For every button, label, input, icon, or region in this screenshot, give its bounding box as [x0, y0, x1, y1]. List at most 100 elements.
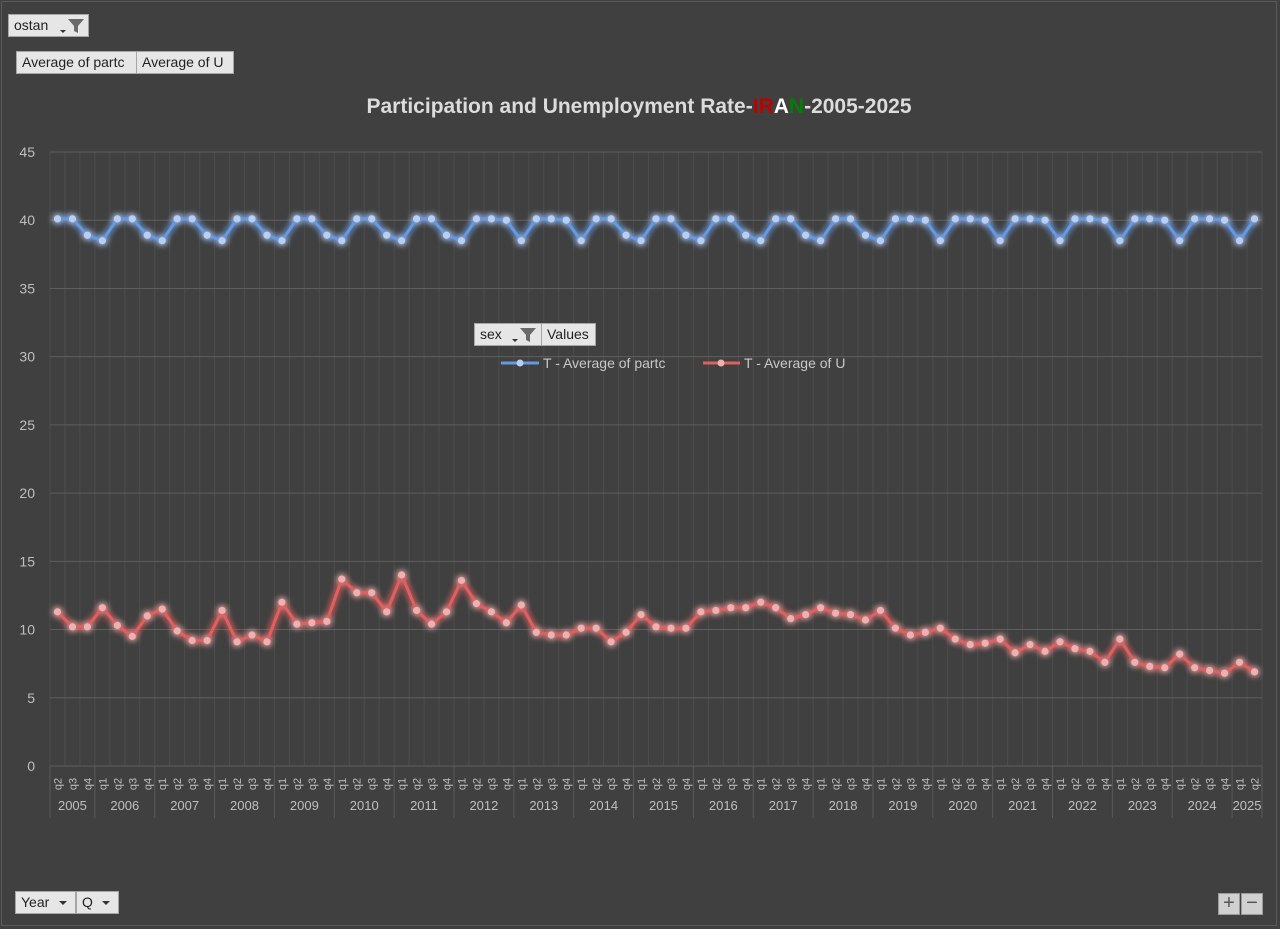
- data-point-partc: [143, 231, 151, 239]
- data-point-partc: [981, 216, 989, 224]
- title-part-years: -2005-2025: [804, 95, 912, 118]
- x-tick-year: 2017: [769, 798, 798, 813]
- data-point-u: [637, 610, 645, 619]
- data-point-u: [502, 619, 510, 627]
- data-point-partc: [667, 215, 675, 223]
- x-tick-quarter: q1: [516, 778, 528, 790]
- data-point-partc: [113, 215, 121, 223]
- data-point-partc: [682, 231, 690, 239]
- y-tick-label: 20: [19, 485, 35, 501]
- data-point-u: [263, 638, 271, 646]
- legend-u-label: T - Average of U: [744, 355, 845, 371]
- collapse-button[interactable]: −: [1241, 893, 1263, 915]
- data-point-u: [1220, 669, 1229, 677]
- x-tick-quarter: q1: [756, 778, 768, 790]
- ostan-filter-button[interactable]: ostan: [8, 14, 89, 37]
- x-tick-year: 2022: [1068, 798, 1097, 813]
- x-tick-quarter: q2: [471, 778, 483, 790]
- x-tick-quarter: q3: [726, 778, 738, 790]
- data-point-partc: [816, 237, 825, 245]
- data-point-u: [1176, 650, 1184, 658]
- data-point-u: [398, 571, 406, 579]
- series-u: [53, 571, 1259, 677]
- data-point-u: [517, 601, 525, 609]
- x-tick-quarter: q2: [711, 778, 723, 790]
- data-point-u: [338, 575, 346, 583]
- values-legend-label: Values: [547, 326, 589, 342]
- data-point-partc: [487, 215, 496, 223]
- x-tick-quarter: q3: [247, 778, 259, 790]
- data-point-u: [981, 639, 989, 647]
- x-tick-quarter: q3: [905, 778, 917, 790]
- x-tick-quarter: q3: [486, 778, 498, 790]
- x-tick-year: 2013: [529, 798, 558, 813]
- data-point-partc: [1250, 215, 1259, 223]
- filter-icon: [520, 328, 536, 342]
- data-point-u: [383, 608, 391, 616]
- x-tick-quarter: q2: [172, 778, 184, 790]
- x-tick-quarter: q4: [442, 778, 454, 790]
- data-point-u: [1056, 638, 1064, 646]
- legend-u-marker: [717, 359, 725, 367]
- data-point-u: [203, 636, 211, 645]
- dropdown-arrow-icon: [59, 901, 68, 906]
- x-tick-quarter: q1: [636, 778, 648, 790]
- data-point-partc: [1176, 237, 1184, 245]
- data-point-u: [113, 621, 121, 630]
- x-tick-quarter: q3: [367, 778, 379, 790]
- data-point-partc: [846, 215, 855, 223]
- data-point-u: [1086, 647, 1094, 655]
- data-point-partc: [1191, 215, 1199, 223]
- values-field-partc[interactable]: Average of partc: [16, 51, 137, 74]
- data-point-u: [323, 617, 331, 625]
- data-point-u: [861, 616, 870, 624]
- x-tick-quarter: q3: [1025, 778, 1037, 790]
- x-tick-quarter: q1: [397, 778, 409, 790]
- data-point-u: [442, 608, 451, 616]
- values-legend-button[interactable]: Values: [541, 323, 596, 346]
- data-point-partc: [1206, 215, 1214, 223]
- x-tick-quarter: q2: [591, 778, 603, 790]
- values-field-u[interactable]: Average of U: [136, 51, 234, 74]
- x-tick-quarter: q3: [606, 778, 618, 790]
- data-point-u: [607, 638, 615, 646]
- x-tick-year: 2025: [1233, 798, 1262, 813]
- data-point-partc: [996, 237, 1004, 245]
- x-tick-quarter: q4: [621, 778, 633, 790]
- x-tick-quarter: q2: [232, 778, 244, 790]
- x-tick-quarter: q1: [576, 778, 588, 790]
- data-point-u: [98, 604, 106, 612]
- data-point-u: [891, 624, 900, 632]
- data-point-u: [532, 628, 540, 636]
- series-partc: [53, 215, 1259, 245]
- x-tick-quarter: q3: [546, 778, 558, 790]
- data-point-partc: [637, 237, 645, 245]
- dropdown-arrow-icon: [512, 339, 518, 342]
- year-field-button[interactable]: Year: [15, 891, 76, 914]
- x-tick-quarter: q2: [1130, 778, 1142, 790]
- x-tick-quarter: q1: [696, 778, 708, 790]
- x-tick-year: 2006: [110, 798, 139, 813]
- x-tick-quarter: q1: [816, 778, 828, 790]
- data-point-partc: [532, 215, 540, 223]
- x-tick-quarter: q1: [1115, 778, 1127, 790]
- data-point-u: [1235, 658, 1244, 666]
- data-point-partc: [233, 215, 241, 223]
- data-point-partc: [412, 215, 421, 223]
- data-point-partc: [398, 237, 406, 245]
- data-point-partc: [457, 237, 466, 245]
- data-point-u: [667, 624, 675, 632]
- x-tick-quarter: q2: [1010, 778, 1022, 790]
- x-tick-quarter: q4: [860, 778, 872, 790]
- expand-button[interactable]: +: [1218, 893, 1240, 915]
- data-point-partc: [1056, 237, 1064, 245]
- sex-filter-button[interactable]: sex: [474, 323, 542, 346]
- data-point-partc: [502, 216, 510, 224]
- x-tick-year: 2007: [170, 798, 199, 813]
- data-point-partc: [757, 237, 765, 245]
- q-field-button[interactable]: Q: [76, 891, 119, 914]
- data-point-u: [562, 631, 570, 639]
- x-tick-quarter: q3: [1145, 778, 1157, 790]
- data-point-partc: [1146, 215, 1154, 223]
- x-tick-quarter: q4: [501, 778, 513, 790]
